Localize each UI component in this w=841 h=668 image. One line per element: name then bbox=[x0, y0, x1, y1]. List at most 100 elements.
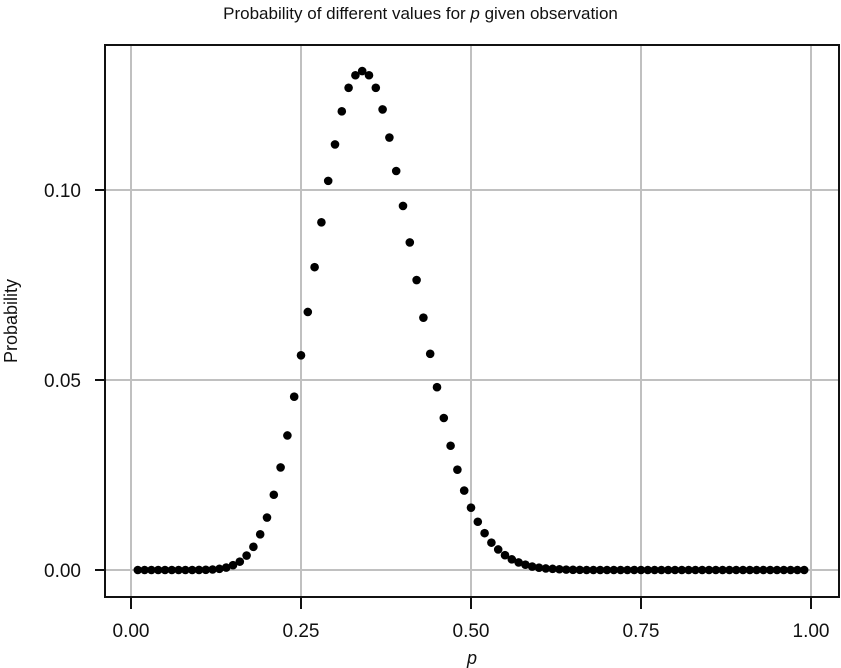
data-point bbox=[412, 275, 421, 285]
data-point bbox=[555, 564, 564, 574]
data-point bbox=[249, 542, 258, 552]
data-point bbox=[765, 565, 775, 575]
data-point bbox=[568, 565, 578, 575]
data-point bbox=[153, 565, 163, 575]
data-point bbox=[799, 565, 809, 575]
data-point bbox=[602, 565, 612, 575]
data-point bbox=[303, 307, 313, 317]
data-point bbox=[725, 565, 734, 575]
data-point bbox=[167, 565, 177, 575]
gridlines bbox=[106, 46, 838, 596]
data-point bbox=[582, 565, 591, 575]
title-text: Probability of different values for bbox=[223, 4, 471, 23]
y-tick-label: 0.05 bbox=[44, 371, 81, 392]
data-point bbox=[684, 565, 693, 575]
data-point bbox=[466, 503, 476, 512]
data-point bbox=[745, 565, 755, 575]
data-point bbox=[480, 528, 489, 538]
title-variable: p bbox=[470, 4, 480, 23]
data-point bbox=[174, 565, 183, 575]
data-point bbox=[493, 545, 503, 554]
data-point bbox=[133, 565, 143, 575]
data-point bbox=[786, 565, 795, 575]
x-tick-label: 0.25 bbox=[283, 621, 320, 642]
y-axis-title: Probability bbox=[1, 279, 21, 363]
data-point bbox=[357, 66, 367, 76]
data-point bbox=[548, 564, 557, 574]
data-point bbox=[459, 486, 469, 495]
title-text-end: given observation bbox=[479, 4, 618, 23]
data-point bbox=[215, 564, 224, 574]
data-point bbox=[616, 565, 625, 575]
data-point bbox=[405, 238, 415, 247]
data-point bbox=[337, 107, 347, 116]
data-point bbox=[657, 565, 666, 575]
data-point bbox=[779, 565, 789, 575]
data-point bbox=[425, 349, 435, 359]
data-point bbox=[439, 413, 449, 423]
data-point bbox=[351, 70, 360, 80]
data-point bbox=[534, 563, 544, 573]
data-point bbox=[208, 565, 217, 574]
data-point bbox=[147, 565, 156, 575]
x-axis: 0.00 0.25 0.50 0.75 1.00 bbox=[113, 597, 830, 642]
data-point bbox=[378, 105, 387, 114]
x-tick-label: 0.50 bbox=[453, 621, 490, 642]
data-point bbox=[575, 565, 585, 575]
data-point bbox=[398, 201, 408, 211]
data-point bbox=[670, 565, 680, 575]
data-point bbox=[344, 83, 353, 93]
data-point bbox=[650, 565, 659, 575]
data-point bbox=[323, 176, 333, 186]
y-axis: 0.00 0.05 0.10 bbox=[44, 181, 105, 582]
data-point bbox=[255, 529, 265, 539]
data-point bbox=[391, 166, 401, 176]
data-point bbox=[487, 538, 496, 547]
data-point bbox=[772, 565, 782, 575]
data-point bbox=[289, 392, 299, 402]
data-point bbox=[140, 565, 149, 575]
data-point bbox=[181, 565, 190, 575]
data-point bbox=[385, 133, 394, 142]
data-point bbox=[507, 555, 517, 564]
data-point bbox=[187, 565, 197, 575]
chart-title: Probability of different values for p gi… bbox=[0, 4, 841, 24]
data-point bbox=[561, 565, 571, 574]
data-point bbox=[473, 517, 483, 527]
data-point bbox=[419, 313, 428, 322]
data-point bbox=[752, 565, 761, 575]
data-point bbox=[527, 562, 537, 571]
data-point bbox=[663, 565, 673, 575]
data-point bbox=[595, 565, 605, 575]
data-point bbox=[446, 441, 455, 451]
data-point bbox=[623, 565, 632, 575]
data-point bbox=[636, 565, 646, 575]
data-point bbox=[317, 218, 326, 227]
data-point bbox=[793, 565, 802, 575]
data-point bbox=[453, 465, 462, 474]
data-point bbox=[759, 565, 768, 575]
x-tick-label: 1.00 bbox=[793, 621, 830, 642]
data-point bbox=[541, 564, 551, 573]
data-point bbox=[738, 565, 748, 575]
data-point bbox=[364, 70, 374, 80]
data-point bbox=[677, 565, 687, 575]
data-point bbox=[194, 565, 204, 575]
data-point bbox=[521, 560, 530, 569]
data-point bbox=[228, 560, 238, 570]
data-point bbox=[160, 565, 170, 575]
data-point bbox=[718, 565, 727, 575]
y-tick-label: 0.00 bbox=[44, 561, 81, 582]
data-point bbox=[629, 565, 639, 575]
data-point bbox=[589, 565, 598, 575]
data-point bbox=[432, 382, 442, 392]
data-point bbox=[262, 513, 272, 522]
data-point bbox=[609, 565, 619, 575]
data-point bbox=[643, 565, 653, 575]
data-point bbox=[691, 565, 700, 575]
data-point bbox=[371, 83, 381, 93]
data-point bbox=[221, 563, 231, 572]
data-point bbox=[235, 557, 245, 566]
data-point bbox=[731, 565, 741, 575]
x-tick-label: 0.75 bbox=[623, 621, 660, 642]
